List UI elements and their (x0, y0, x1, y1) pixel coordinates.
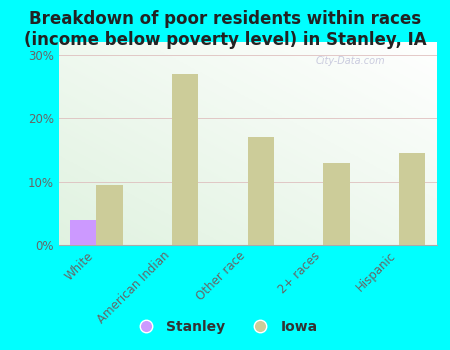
Bar (96, 185, 123, 245)
Text: City-Data.com: City-Data.com (315, 56, 385, 66)
Bar (70, 220, 96, 245)
Text: Breakdown of poor residents within races
(income below poverty level) in Stanley: Breakdown of poor residents within races… (24, 10, 426, 49)
Bar (172, 74, 198, 245)
Legend: Stanley, Iowa: Stanley, Iowa (126, 314, 324, 340)
Bar (248, 137, 274, 245)
Bar (323, 162, 350, 245)
Bar (399, 153, 425, 245)
